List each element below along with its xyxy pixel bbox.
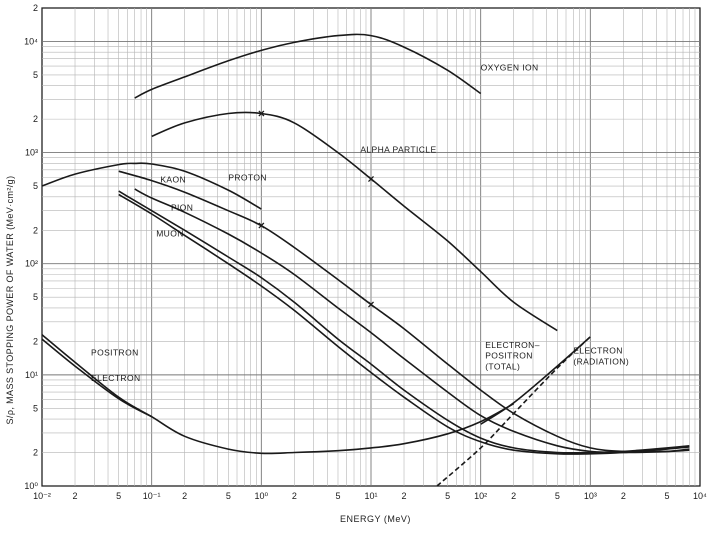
series-annotation: ELECTRON [91, 373, 141, 383]
x-tick-label: 5 [664, 491, 669, 501]
x-tick-label: 10⁻² [33, 491, 51, 501]
series-annotation: OXYGEN ION [481, 62, 539, 72]
series-annotation: PION [171, 203, 193, 213]
x-tick-label: 5 [445, 491, 450, 501]
x-tick-label: 2 [292, 491, 297, 501]
series-line-positron [41, 338, 153, 418]
series-annotation: PROTON [228, 173, 267, 183]
series-line-unlabelled-10 [41, 162, 262, 210]
series-annotation: ELECTRON– [485, 340, 540, 350]
curve-marker: × [367, 297, 374, 311]
series-annotation: KAON [160, 174, 186, 184]
x-tick-label: 10⁻¹ [143, 491, 161, 501]
series-annotation: ELECTRON [573, 346, 623, 356]
y-tick-label: 5 [33, 70, 38, 80]
series-annotation: ALPHA PARTICLE [360, 145, 436, 155]
series-line-muon [118, 193, 690, 455]
y-axis-label: S/ρ, MASS STOPPING POWER OF WATER (MeV·c… [5, 175, 15, 425]
x-tick-label: 2 [73, 491, 78, 501]
x-tick-label: 5 [555, 491, 560, 501]
y-tick-label: 2 [33, 225, 38, 235]
x-tick-label: 2 [402, 491, 407, 501]
series-line-pion [118, 190, 690, 454]
series-line-electron-radiation [436, 336, 591, 487]
y-tick-label: 10³ [25, 148, 38, 158]
series-annotation: POSITRON [485, 351, 533, 361]
x-tick-label: 5 [335, 491, 340, 501]
y-tick-label: 10¹ [25, 370, 38, 380]
x-tick-label: 10⁰ [255, 491, 269, 501]
y-tick-label: 10⁰ [24, 481, 38, 491]
y-tick-label: 5 [33, 403, 38, 413]
y-axis-label-holder: S/ρ, MASS STOPPING POWER OF WATER (MeV·c… [5, 176, 20, 425]
y-tick-label: 2 [33, 3, 38, 13]
series-annotation: (TOTAL) [485, 361, 520, 371]
y-tick-label: 2 [33, 336, 38, 346]
x-tick-label: 10¹ [364, 491, 377, 501]
y-tick-label: 5 [33, 292, 38, 302]
series-line-oxygen-ion [134, 33, 482, 99]
y-tick-label: 10² [25, 259, 38, 269]
x-tick-label: 10⁴ [693, 491, 707, 501]
series-line-electron [41, 334, 515, 455]
x-tick-label: 2 [182, 491, 187, 501]
x-tick-label: 10² [474, 491, 487, 501]
x-tick-label: 10³ [584, 491, 597, 501]
x-tick-label: 2 [511, 491, 516, 501]
y-tick-label: 10⁴ [24, 36, 38, 46]
curve-marker: × [258, 106, 265, 120]
x-tick-label: 2 [621, 491, 626, 501]
series-annotation: MUON [156, 229, 184, 239]
curve-marker: × [367, 172, 374, 186]
curve-marker: × [258, 219, 265, 233]
series-line-alpha-particle [151, 111, 558, 332]
x-axis-label: ENERGY (MeV) [340, 514, 411, 524]
series-annotation: (RADIATION) [573, 356, 629, 366]
y-tick-label: 5 [33, 181, 38, 191]
y-tick-label: 2 [33, 114, 38, 124]
series-annotation: POSITRON [91, 347, 139, 357]
y-tick-label: 2 [33, 448, 38, 458]
series-line-proton [118, 170, 690, 453]
x-tick-label: 5 [226, 491, 231, 501]
x-tick-label: 5 [116, 491, 121, 501]
